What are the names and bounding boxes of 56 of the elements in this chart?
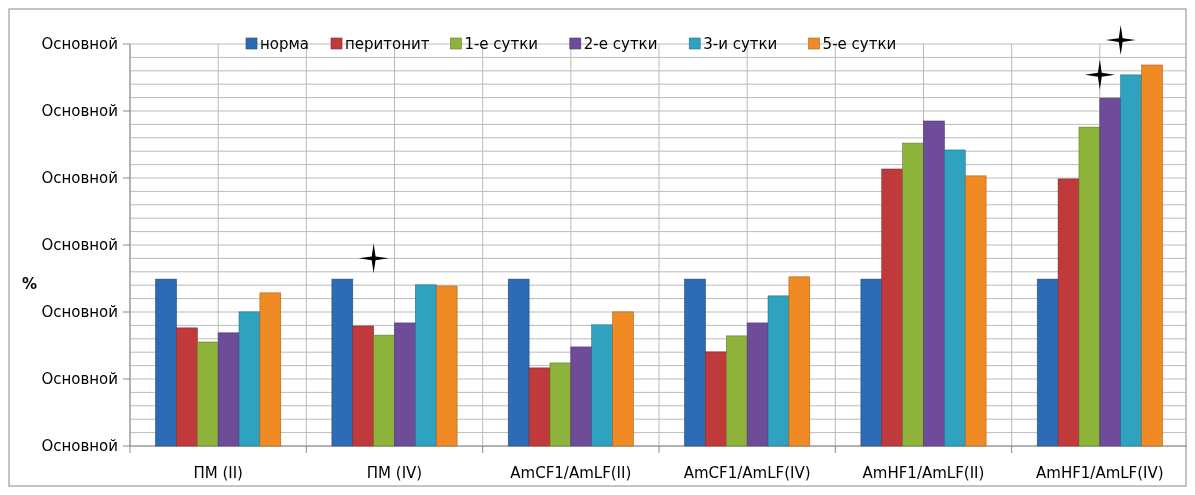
bar xyxy=(217,332,240,447)
bar xyxy=(1099,97,1121,447)
legend-label: 5-е сутки xyxy=(822,34,897,53)
bar xyxy=(788,276,811,447)
legend-label: норма xyxy=(260,34,310,53)
bar xyxy=(1120,74,1142,447)
bar xyxy=(570,346,592,447)
bar xyxy=(591,324,613,447)
bar xyxy=(373,334,395,447)
bar xyxy=(415,284,437,447)
bar xyxy=(767,295,790,447)
bar xyxy=(528,367,551,447)
x-tick-label: AmCF1/AmLF(II) xyxy=(510,464,632,482)
bar xyxy=(746,322,769,447)
bar xyxy=(197,341,219,447)
bar xyxy=(1057,178,1080,447)
bar xyxy=(1036,278,1059,447)
bar xyxy=(612,311,634,447)
text: Основной xyxy=(41,236,118,254)
bar xyxy=(923,120,945,447)
text: Основной xyxy=(41,169,118,187)
bar xyxy=(507,278,530,447)
legend-label: перитонит xyxy=(345,34,430,53)
x-tick-label: AmHF1/AmLF(II) xyxy=(862,464,985,482)
bar xyxy=(726,335,748,447)
x-tick-label: AmCF1/AmLF(IV) xyxy=(683,464,811,482)
bar xyxy=(944,149,966,447)
text: % xyxy=(22,274,38,293)
text: Основной xyxy=(41,35,118,53)
text: Основной xyxy=(41,437,118,455)
bar xyxy=(176,327,198,447)
bar xyxy=(860,278,883,447)
bar xyxy=(155,278,177,447)
text: Основной xyxy=(41,303,118,321)
text: Основной xyxy=(41,102,118,120)
bar xyxy=(1078,126,1101,447)
legend-label: 2-е сутки xyxy=(583,34,658,53)
bar xyxy=(684,278,706,447)
text: Основной xyxy=(41,370,118,388)
x-tick-label: ПМ (II) xyxy=(193,464,243,482)
legend-label: 1-е сутки xyxy=(464,34,539,53)
bar xyxy=(549,362,572,447)
bar xyxy=(238,311,261,447)
bar xyxy=(902,142,924,447)
bar xyxy=(394,322,416,447)
x-tick-label: AmHF1/AmLF(IV) xyxy=(1036,464,1164,482)
bar xyxy=(881,168,903,447)
bar xyxy=(705,351,727,447)
bar xyxy=(435,285,458,447)
bar xyxy=(352,325,374,447)
x-tick-label: ПМ (IV) xyxy=(366,464,423,482)
bar xyxy=(1141,64,1163,447)
bar xyxy=(259,292,282,447)
bar xyxy=(964,175,987,447)
legend-label: 3-и сутки xyxy=(703,34,778,53)
bar xyxy=(331,278,354,447)
